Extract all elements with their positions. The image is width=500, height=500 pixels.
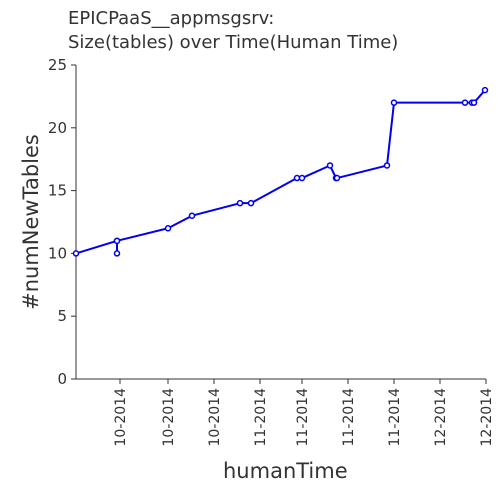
x-tick-label: 11-2014 [341, 388, 357, 447]
x-axis: 10-2014 10-2014 10-2014 11-2014 11-2014 11-20… [76, 378, 495, 447]
data-point [72, 250, 80, 257]
x-tick-label: 12-2014 [479, 388, 495, 447]
data-point [390, 99, 398, 106]
x-tick-label: 11-2014 [295, 388, 311, 447]
y-tick-label: 15 [48, 182, 67, 200]
chart-title-line-2: Size(tables) over Time(Human Time) [68, 32, 399, 53]
y-tick-label: 10 [48, 244, 67, 262]
x-tick-label: 11-2014 [253, 388, 269, 447]
y-tick-label: 20 [48, 119, 67, 137]
data-point [188, 212, 196, 219]
data-point [113, 250, 121, 257]
x-tick-label: 11-2014 [387, 388, 403, 447]
data-point [333, 174, 341, 182]
plot-area [72, 86, 489, 257]
chart-title-line-1: EPICPaaS__appmsgsrv: [68, 8, 275, 29]
data-point [164, 225, 172, 232]
data-point [298, 174, 306, 182]
data-point [247, 199, 255, 207]
data-point [326, 162, 334, 169]
x-tick-label: 10-2014 [113, 388, 129, 447]
series-line [75, 89, 486, 255]
data-point [236, 199, 244, 207]
data-point [113, 237, 121, 245]
data-point [481, 86, 489, 94]
x-tick-label: 10-2014 [207, 388, 223, 447]
y-tick-label: 5 [57, 307, 67, 325]
x-tick-label: 12-2014 [433, 388, 449, 447]
data-point [383, 162, 391, 169]
x-tick-label: 10-2014 [161, 388, 177, 447]
y-axis-label: #numNewTables [19, 134, 43, 310]
y-tick-label: 0 [57, 370, 67, 388]
y-axis: 0 5 10 15 20 25 [48, 56, 77, 388]
x-axis-label: humanTime [223, 459, 348, 483]
y-tick-label: 25 [48, 56, 67, 74]
data-point [470, 99, 478, 106]
data-point [461, 99, 469, 106]
